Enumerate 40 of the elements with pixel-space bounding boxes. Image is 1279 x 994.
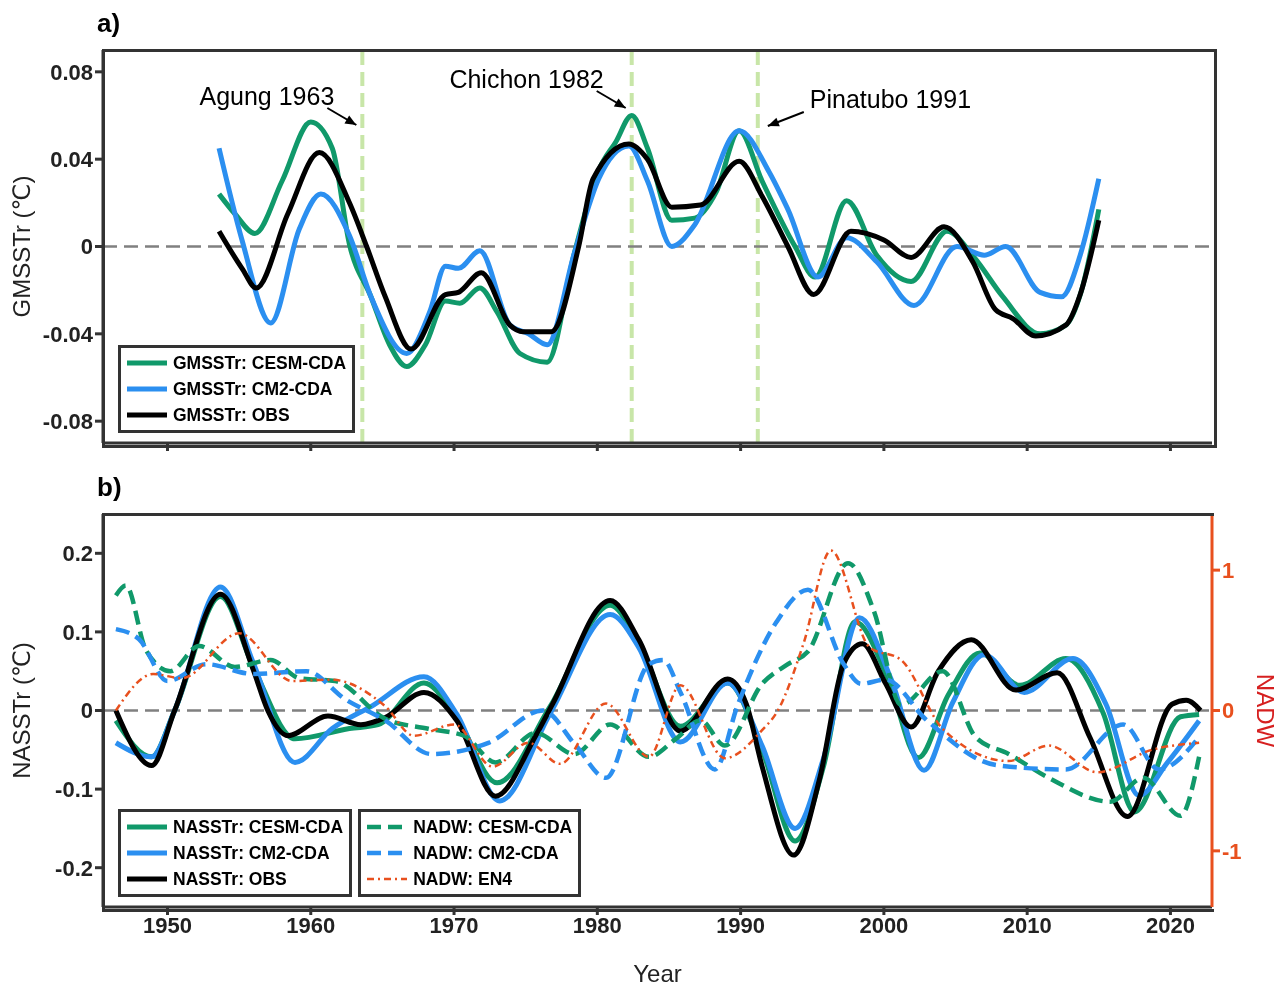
- y-tick-label: -0.2: [55, 855, 93, 881]
- chart-title: a): [97, 8, 121, 39]
- y-tick-label: -0.08: [42, 408, 93, 434]
- chart-title: b): [97, 472, 122, 503]
- x-tick-label: 1960: [286, 912, 336, 938]
- legend-label: NASSTr: OBS: [173, 868, 287, 890]
- ref-line-label: Pinatubo 1991: [809, 85, 972, 113]
- legend-label: GMSSTr: CESM-CDA: [173, 352, 347, 374]
- y2-tick-label: 0: [1222, 698, 1235, 724]
- y-tick-label: 0: [80, 234, 93, 260]
- y-tick-label: 0.2: [62, 541, 93, 567]
- ref-line-label: Chichon 1982: [449, 65, 604, 93]
- y-tick-label: 0.08: [50, 59, 93, 85]
- legend-label: NADW: CESM-CDA: [413, 816, 573, 838]
- y-axis-title: NASSTr (℃): [8, 642, 35, 779]
- y-tick-label: 0: [80, 698, 93, 724]
- legend-label: GMSSTr: CM2-CDA: [173, 378, 333, 400]
- x-tick-label: 1980: [572, 912, 622, 938]
- legend-label: NASSTr: CM2-CDA: [173, 842, 330, 864]
- y-tick-label: -0.04: [42, 321, 94, 347]
- y2-tick-label: 1: [1222, 557, 1235, 583]
- legend-label: NADW: CM2-CDA: [413, 842, 559, 864]
- y-tick-label: 0.04: [50, 146, 94, 172]
- x-tick-label: 2000: [859, 912, 909, 938]
- line-series: [114, 549, 1201, 774]
- x-tick-label: 1950: [143, 912, 192, 938]
- x-axis-title: Year: [633, 960, 682, 987]
- x-tick-label: 2020: [1145, 912, 1195, 938]
- legend-label: NADW: EN4: [413, 868, 513, 890]
- x-tick-label: 2010: [1002, 912, 1052, 938]
- y-axis-title: GMSSTr (℃): [8, 175, 35, 318]
- y-tick-label: 0.1: [62, 619, 93, 645]
- legend-label: GMSSTr: OBS: [173, 404, 290, 426]
- x-tick-label: 1970: [429, 912, 479, 938]
- x-tick-label: 1990: [716, 912, 766, 938]
- y2-axis-title: NADW: [1252, 673, 1279, 748]
- ref-line-label: Agung 1963: [199, 82, 335, 110]
- y-tick-label: -0.1: [55, 776, 93, 802]
- y2-tick-label: -1: [1222, 838, 1242, 864]
- legend-label: NASSTr: CESM-CDA: [173, 816, 344, 838]
